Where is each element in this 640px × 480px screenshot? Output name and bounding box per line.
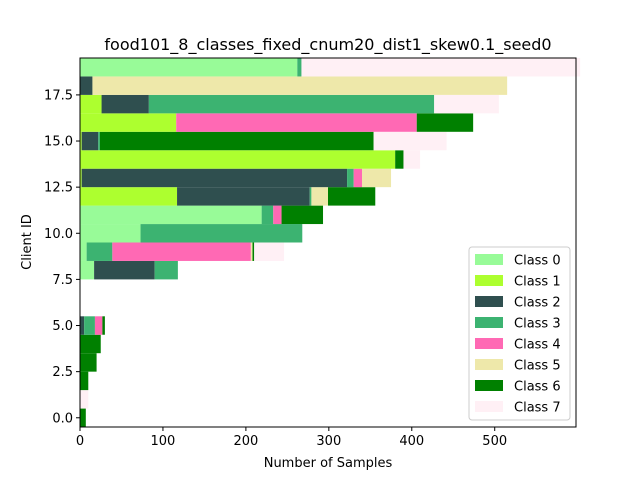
legend-label-class-4: Class 4 <box>514 338 561 353</box>
bars-layer <box>80 58 581 427</box>
plot-frame <box>79 57 577 428</box>
bar-client-15-class-1 <box>80 131 82 151</box>
bar-client-11-class-0 <box>80 205 262 225</box>
bar-client-1-class-7 <box>80 390 89 409</box>
legend-swatch-class-2 <box>475 296 503 307</box>
bar-client-17-class-3 <box>148 94 435 114</box>
legend-swatch-class-4 <box>475 338 503 349</box>
bar-client-11-class-6 <box>281 205 324 225</box>
bar-client-9-class-6 <box>252 242 255 261</box>
bar-client-13-class-3 <box>347 168 354 188</box>
bar-client-13-class-1 <box>80 168 82 188</box>
y-tick-label: 15.0 <box>44 135 73 150</box>
x-axis: 0 100 200 300 400 500 <box>76 427 507 449</box>
x-axis-label: Number of Samples <box>264 456 393 471</box>
bar-client-9-class-7 <box>254 242 285 261</box>
y-axis-label: Client ID <box>20 214 35 270</box>
bar-client-12-class-3 <box>309 187 312 206</box>
legend-label-class-7: Class 7 <box>514 401 561 416</box>
x-tick-label: 200 <box>233 434 258 449</box>
y-tick-label: 10.0 <box>44 227 73 242</box>
legend-label-class-6: Class 6 <box>514 380 561 395</box>
y-tick-label: 12.5 <box>44 181 73 196</box>
bar-client-5-class-4 <box>94 316 103 335</box>
bar-client-18-class-5 <box>92 76 508 95</box>
bar-client-9-class-0 <box>80 242 87 261</box>
bar-client-8-class-0 <box>80 260 95 280</box>
bar-client-13-class-5 <box>362 168 392 188</box>
bar-client-10-class-0 <box>80 224 141 243</box>
bar-client-4-class-6 <box>80 334 101 354</box>
bar-client-8-class-2 <box>94 260 155 280</box>
legend-label-class-5: Class 5 <box>514 359 561 374</box>
legend-label-class-3: Class 3 <box>514 317 561 332</box>
bar-client-9-class-4 <box>112 242 251 261</box>
bar-client-11-class-3 <box>261 205 274 225</box>
bar-client-15-class-2 <box>81 131 99 151</box>
bar-client-16-class-4 <box>176 113 417 132</box>
bar-client-9-class-5 <box>250 242 253 261</box>
y-tick-label: 7.5 <box>52 273 73 288</box>
bar-client-13-class-2 <box>81 168 348 188</box>
bar-client-13-class-4 <box>353 168 363 188</box>
legend: Class 0 Class 1 Class 2 Class 3 Class 4 Class… <box>468 246 571 421</box>
legend-box <box>468 246 571 421</box>
bar-client-12-class-2 <box>177 187 310 206</box>
bar-client-16-class-6 <box>416 113 474 132</box>
legend-swatch-class-7 <box>475 401 503 412</box>
bar-client-19-class-0 <box>80 58 298 77</box>
bar-client-14-class-7 <box>403 150 421 169</box>
bar-client-18-class-2 <box>80 76 93 95</box>
legend-label-class-2: Class 2 <box>514 296 561 311</box>
bar-client-17-class-1 <box>80 94 102 114</box>
bar-client-17-class-2 <box>101 94 149 114</box>
legend-label-class-1: Class 1 <box>514 275 561 290</box>
legend-swatch-class-3 <box>475 317 503 328</box>
legend-swatch-class-5 <box>475 359 503 370</box>
x-tick-label: 0 <box>76 434 84 449</box>
bar-client-15-class-6 <box>99 131 374 151</box>
y-tick-label: 5.0 <box>52 319 73 334</box>
y-tick-label: 2.5 <box>52 365 73 380</box>
bar-client-2-class-6 <box>80 371 89 391</box>
bar-client-9-class-3 <box>86 242 113 261</box>
bar-client-12-class-5 <box>311 187 328 206</box>
bar-client-5-class-2 <box>80 316 85 335</box>
bar-client-14-class-1 <box>80 150 396 169</box>
bar-client-16-class-1 <box>80 113 177 132</box>
bar-client-10-class-3 <box>140 224 303 243</box>
x-tick-label: 100 <box>151 434 176 449</box>
bar-client-15-class-7 <box>373 131 447 151</box>
legend-swatch-class-1 <box>475 275 503 286</box>
bar-client-12-class-6 <box>328 187 376 206</box>
bar-client-8-class-3 <box>154 260 178 280</box>
chart-title: food101_8_classes_fixed_cnum20_dist1_ske… <box>104 35 551 55</box>
x-tick-label: 300 <box>316 434 341 449</box>
x-tick-label: 400 <box>399 434 424 449</box>
bar-client-19-class-3 <box>297 58 302 77</box>
legend-label-class-0: Class 0 <box>514 254 561 269</box>
bar-client-17-class-7 <box>434 94 499 114</box>
bar-client-15-class-3 <box>98 131 100 151</box>
legend-swatch-class-6 <box>475 380 503 391</box>
bar-client-5-class-6 <box>102 316 105 335</box>
bar-client-0-class-6 <box>80 408 86 427</box>
y-tick-label: 0.0 <box>52 411 73 426</box>
bar-client-19-class-7 <box>301 58 581 77</box>
bar-client-11-class-4 <box>273 205 282 225</box>
bar-client-3-class-6 <box>80 353 97 372</box>
bar-client-5-class-3 <box>84 316 95 335</box>
y-axis: 0.0 2.5 5.0 7.5 10.0 12.5 15.0 17.5 <box>44 88 80 426</box>
bar-client-14-class-6 <box>395 150 404 169</box>
legend-swatch-class-0 <box>475 254 503 265</box>
bar-client-12-class-1 <box>80 187 178 206</box>
x-tick-label: 500 <box>482 434 507 449</box>
y-tick-label: 17.5 <box>44 88 73 103</box>
